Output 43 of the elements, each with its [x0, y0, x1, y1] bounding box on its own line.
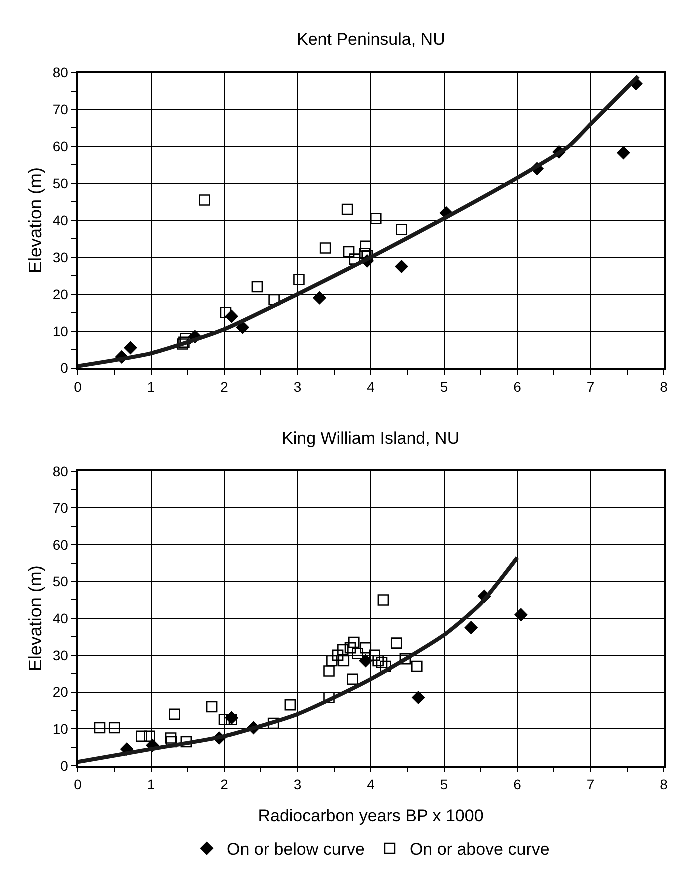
x-tick-label: 7	[586, 776, 595, 792]
x-tick-label: 5	[440, 776, 448, 792]
y-tick-label: 50	[52, 574, 69, 590]
x-tick-label: 0	[74, 776, 82, 792]
x-tick-label: 0	[74, 378, 82, 395]
x-axis-title: Radiocarbon years BP x 1000	[258, 806, 484, 826]
x-tick-label: 2	[220, 378, 229, 395]
y-tick-label: 20	[52, 286, 69, 302]
y-axis-title: Elevation (m)	[26, 168, 46, 274]
legend-label: On or above curve	[410, 840, 550, 860]
x-tick-label: 5	[440, 378, 448, 395]
x-tick-label: 4	[367, 776, 376, 792]
y-tick-label: 30	[52, 249, 69, 266]
y-axis-title: Elevation (m)	[26, 566, 46, 672]
y-tick-label: 60	[52, 536, 69, 553]
x-tick-label: 6	[514, 378, 522, 395]
y-tick-label: 0	[60, 758, 69, 774]
x-tick-label: 8	[660, 776, 668, 792]
chart-title: King William Island, NU	[282, 429, 460, 448]
y-tick-label: 20	[52, 684, 69, 700]
x-tick-label: 2	[220, 776, 229, 792]
y-tick-label: 70	[52, 102, 69, 118]
y-tick-label: 30	[52, 647, 69, 664]
y-tick-label: 0	[60, 360, 69, 376]
x-tick-label: 1	[147, 378, 156, 395]
y-tick-label: 60	[52, 138, 69, 155]
y-tick-label: 80	[52, 64, 69, 81]
x-tick-label: 1	[147, 776, 156, 792]
y-tick-label: 70	[52, 500, 69, 516]
x-tick-label: 3	[294, 776, 302, 792]
x-tick-label: 7	[586, 378, 595, 395]
y-tick-label: 40	[52, 212, 69, 228]
y-tick-label: 10	[52, 720, 69, 737]
y-tick-label: 80	[52, 463, 69, 480]
x-tick-label: 6	[514, 776, 522, 792]
y-tick-label: 50	[52, 176, 69, 192]
x-tick-label: 4	[367, 378, 376, 395]
x-tick-label: 3	[294, 378, 302, 395]
chart-title: Kent Peninsula, NU	[297, 30, 446, 49]
legend-label: On or below curve	[227, 840, 365, 860]
y-tick-label: 40	[52, 610, 69, 627]
x-tick-label: 8	[660, 378, 668, 395]
y-tick-label: 10	[52, 323, 69, 340]
